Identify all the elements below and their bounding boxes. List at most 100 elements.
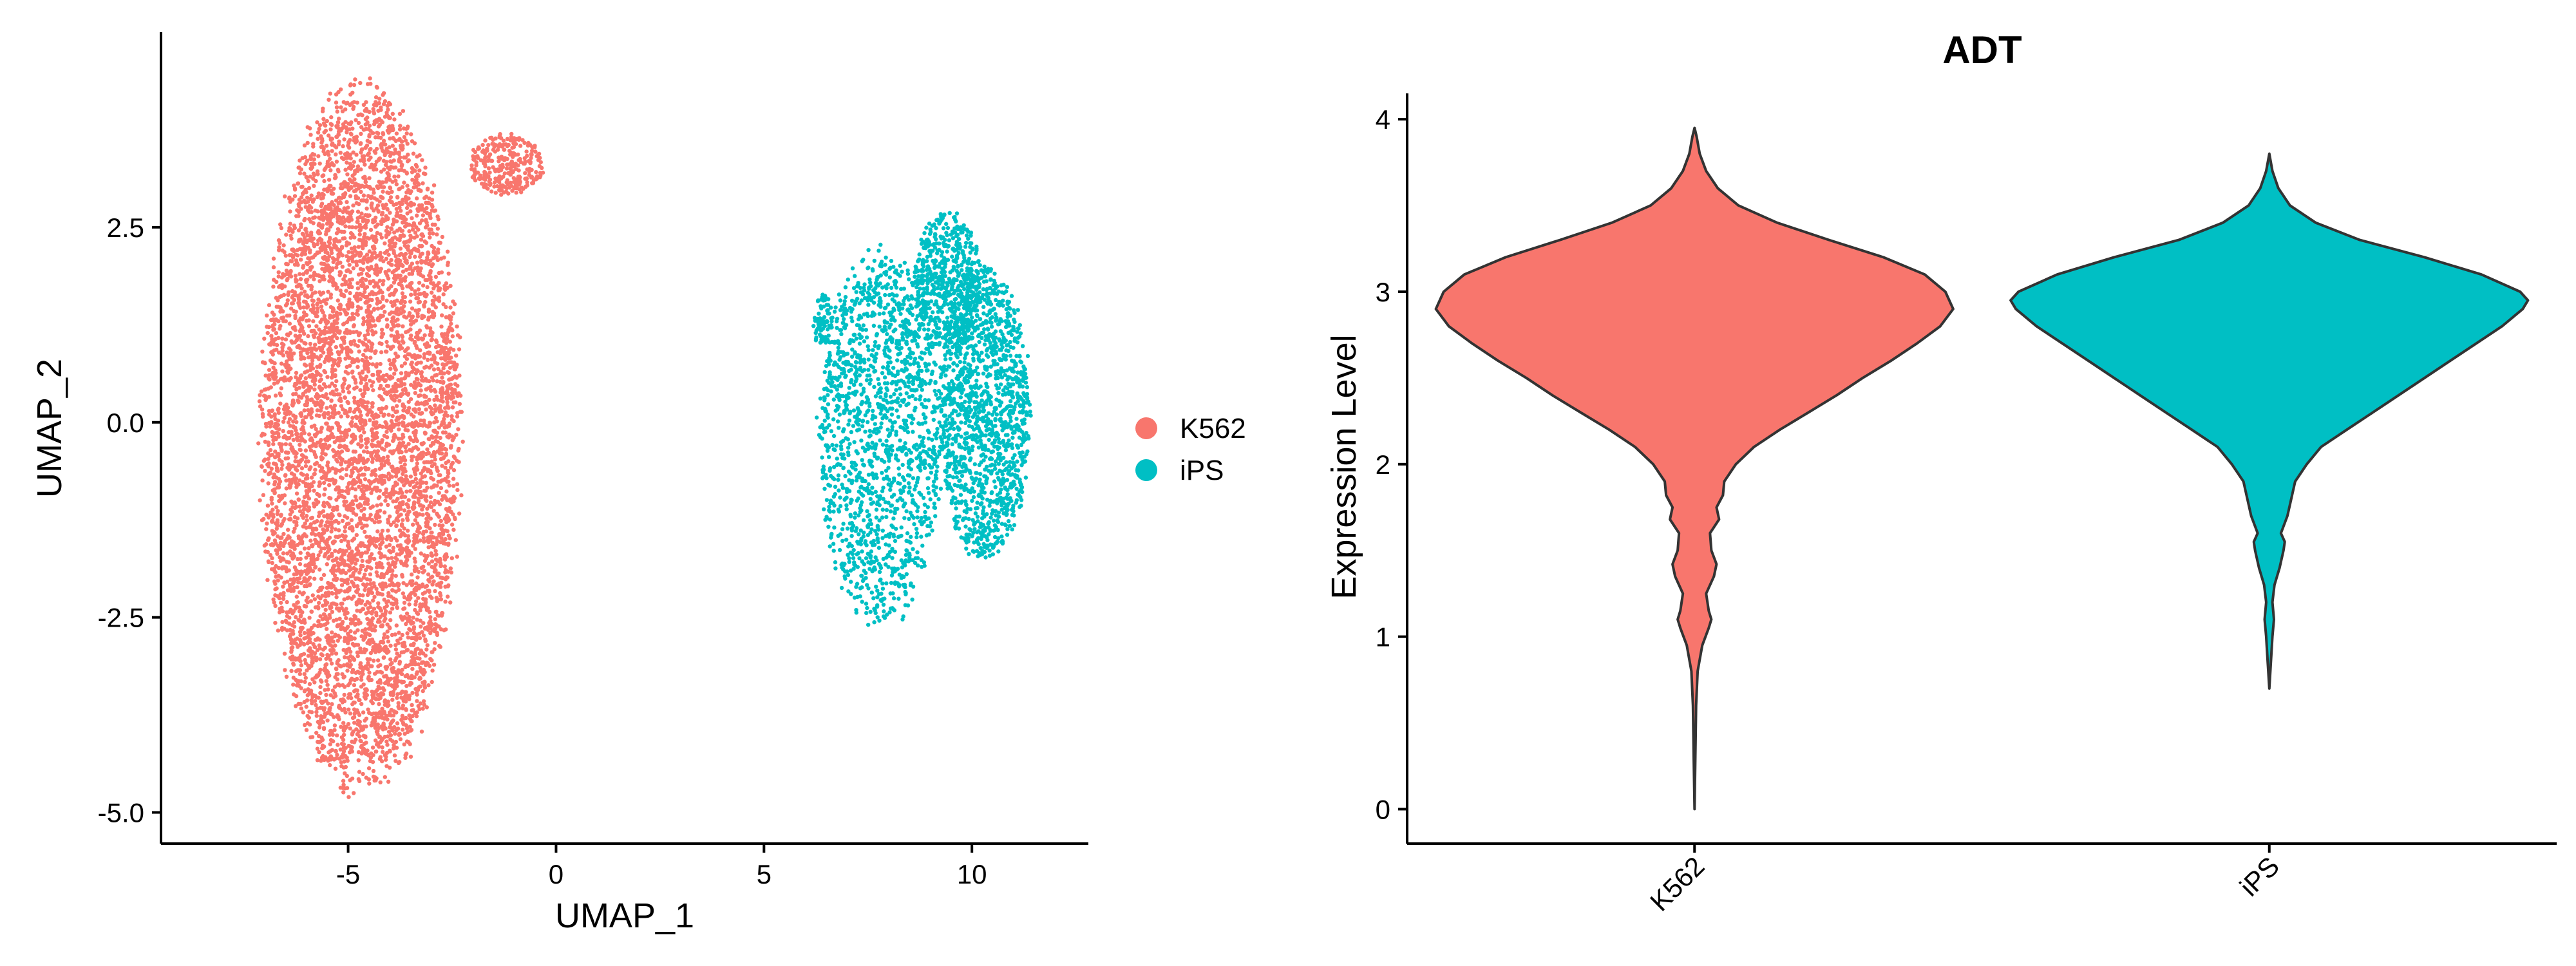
umap-point (379, 410, 383, 415)
umap-point (439, 536, 444, 540)
umap-point (424, 705, 429, 710)
umap-point (317, 290, 322, 295)
umap-point (437, 295, 441, 300)
umap-point (392, 753, 397, 758)
umap-point (355, 209, 361, 214)
umap-point (375, 573, 380, 578)
umap-point (320, 191, 325, 196)
umap-point (444, 520, 449, 524)
umap-point (338, 151, 343, 155)
umap-point (276, 410, 281, 415)
umap-point (428, 657, 433, 661)
umap-point (343, 655, 347, 659)
umap-point (401, 198, 405, 202)
umap-point (281, 551, 286, 556)
umap-point (369, 341, 374, 346)
umap-point (412, 181, 417, 185)
umap-point (438, 591, 442, 596)
umap-point (386, 384, 391, 388)
umap-point (289, 471, 294, 476)
umap-point (336, 142, 341, 147)
umap-point (457, 401, 462, 406)
umap-point (354, 589, 359, 594)
umap-point (446, 533, 451, 538)
umap-point (419, 418, 423, 423)
umap-point (309, 294, 314, 299)
umap-point (378, 232, 383, 236)
umap-point (437, 425, 441, 430)
umap-point (285, 600, 289, 605)
umap-point (419, 372, 424, 376)
umap-point (286, 527, 290, 532)
umap-point (266, 559, 271, 564)
umap-point (334, 310, 339, 315)
umap-point (279, 575, 283, 580)
umap-point (354, 407, 358, 412)
umap-point (410, 572, 414, 577)
umap-point (310, 543, 315, 547)
umap-point (374, 118, 379, 122)
umap-point (402, 243, 407, 248)
umap-point (334, 672, 339, 677)
umap-point (426, 661, 430, 666)
umap-point (258, 393, 262, 397)
umap-point (349, 518, 354, 522)
umap-point (281, 419, 286, 424)
umap-point (390, 576, 394, 580)
umap-scatter-panel: -5.0-2.50.02.5 -5 0 5 10 UMAP_1 UMAP_2 (30, 32, 1088, 935)
umap-point (383, 611, 388, 616)
umap-point (294, 594, 299, 599)
umap-point (403, 554, 408, 559)
umap-point (421, 213, 426, 218)
umap-point (257, 399, 262, 404)
umap-point (333, 766, 338, 771)
umap-point (390, 556, 394, 560)
umap-point (388, 178, 392, 182)
umap-point (364, 278, 368, 282)
umap-point (372, 251, 377, 255)
umap-point (433, 557, 439, 562)
umap-point (447, 350, 451, 355)
umap-point (346, 166, 352, 170)
umap-point (435, 469, 440, 473)
umap-point (330, 702, 334, 706)
umap-point (390, 270, 395, 275)
umap-point (385, 325, 390, 329)
umap-point (273, 337, 278, 341)
umap-point (391, 746, 396, 751)
umap-point (333, 527, 338, 532)
umap-point (303, 521, 307, 526)
umap-point (385, 190, 390, 194)
umap-point (314, 730, 319, 735)
umap-point (451, 360, 457, 365)
umap-point (334, 100, 339, 105)
umap-point (274, 426, 279, 430)
umap-point (285, 313, 290, 318)
umap-point (384, 372, 389, 377)
umap-point (381, 491, 386, 497)
umap-point (325, 375, 330, 379)
umap-point (260, 478, 265, 483)
umap-point (304, 728, 309, 732)
umap-point (379, 555, 383, 560)
umap-point (292, 577, 296, 582)
umap-point (317, 123, 323, 128)
umap-point (421, 706, 425, 711)
umap-point (447, 377, 451, 382)
umap-point (417, 676, 422, 680)
umap-point (394, 524, 399, 528)
umap-point (392, 520, 396, 525)
umap-point (431, 250, 436, 254)
umap-point (331, 448, 336, 453)
umap-point (438, 540, 443, 545)
umap-point (374, 711, 379, 716)
umap-point (337, 528, 341, 533)
umap-point (289, 339, 294, 344)
umap-point (352, 791, 356, 795)
umap-point (308, 448, 314, 453)
umap-point (299, 225, 303, 229)
umap-point (359, 125, 364, 129)
umap-point (401, 703, 406, 708)
umap-point (412, 320, 416, 325)
umap-point (331, 647, 336, 652)
